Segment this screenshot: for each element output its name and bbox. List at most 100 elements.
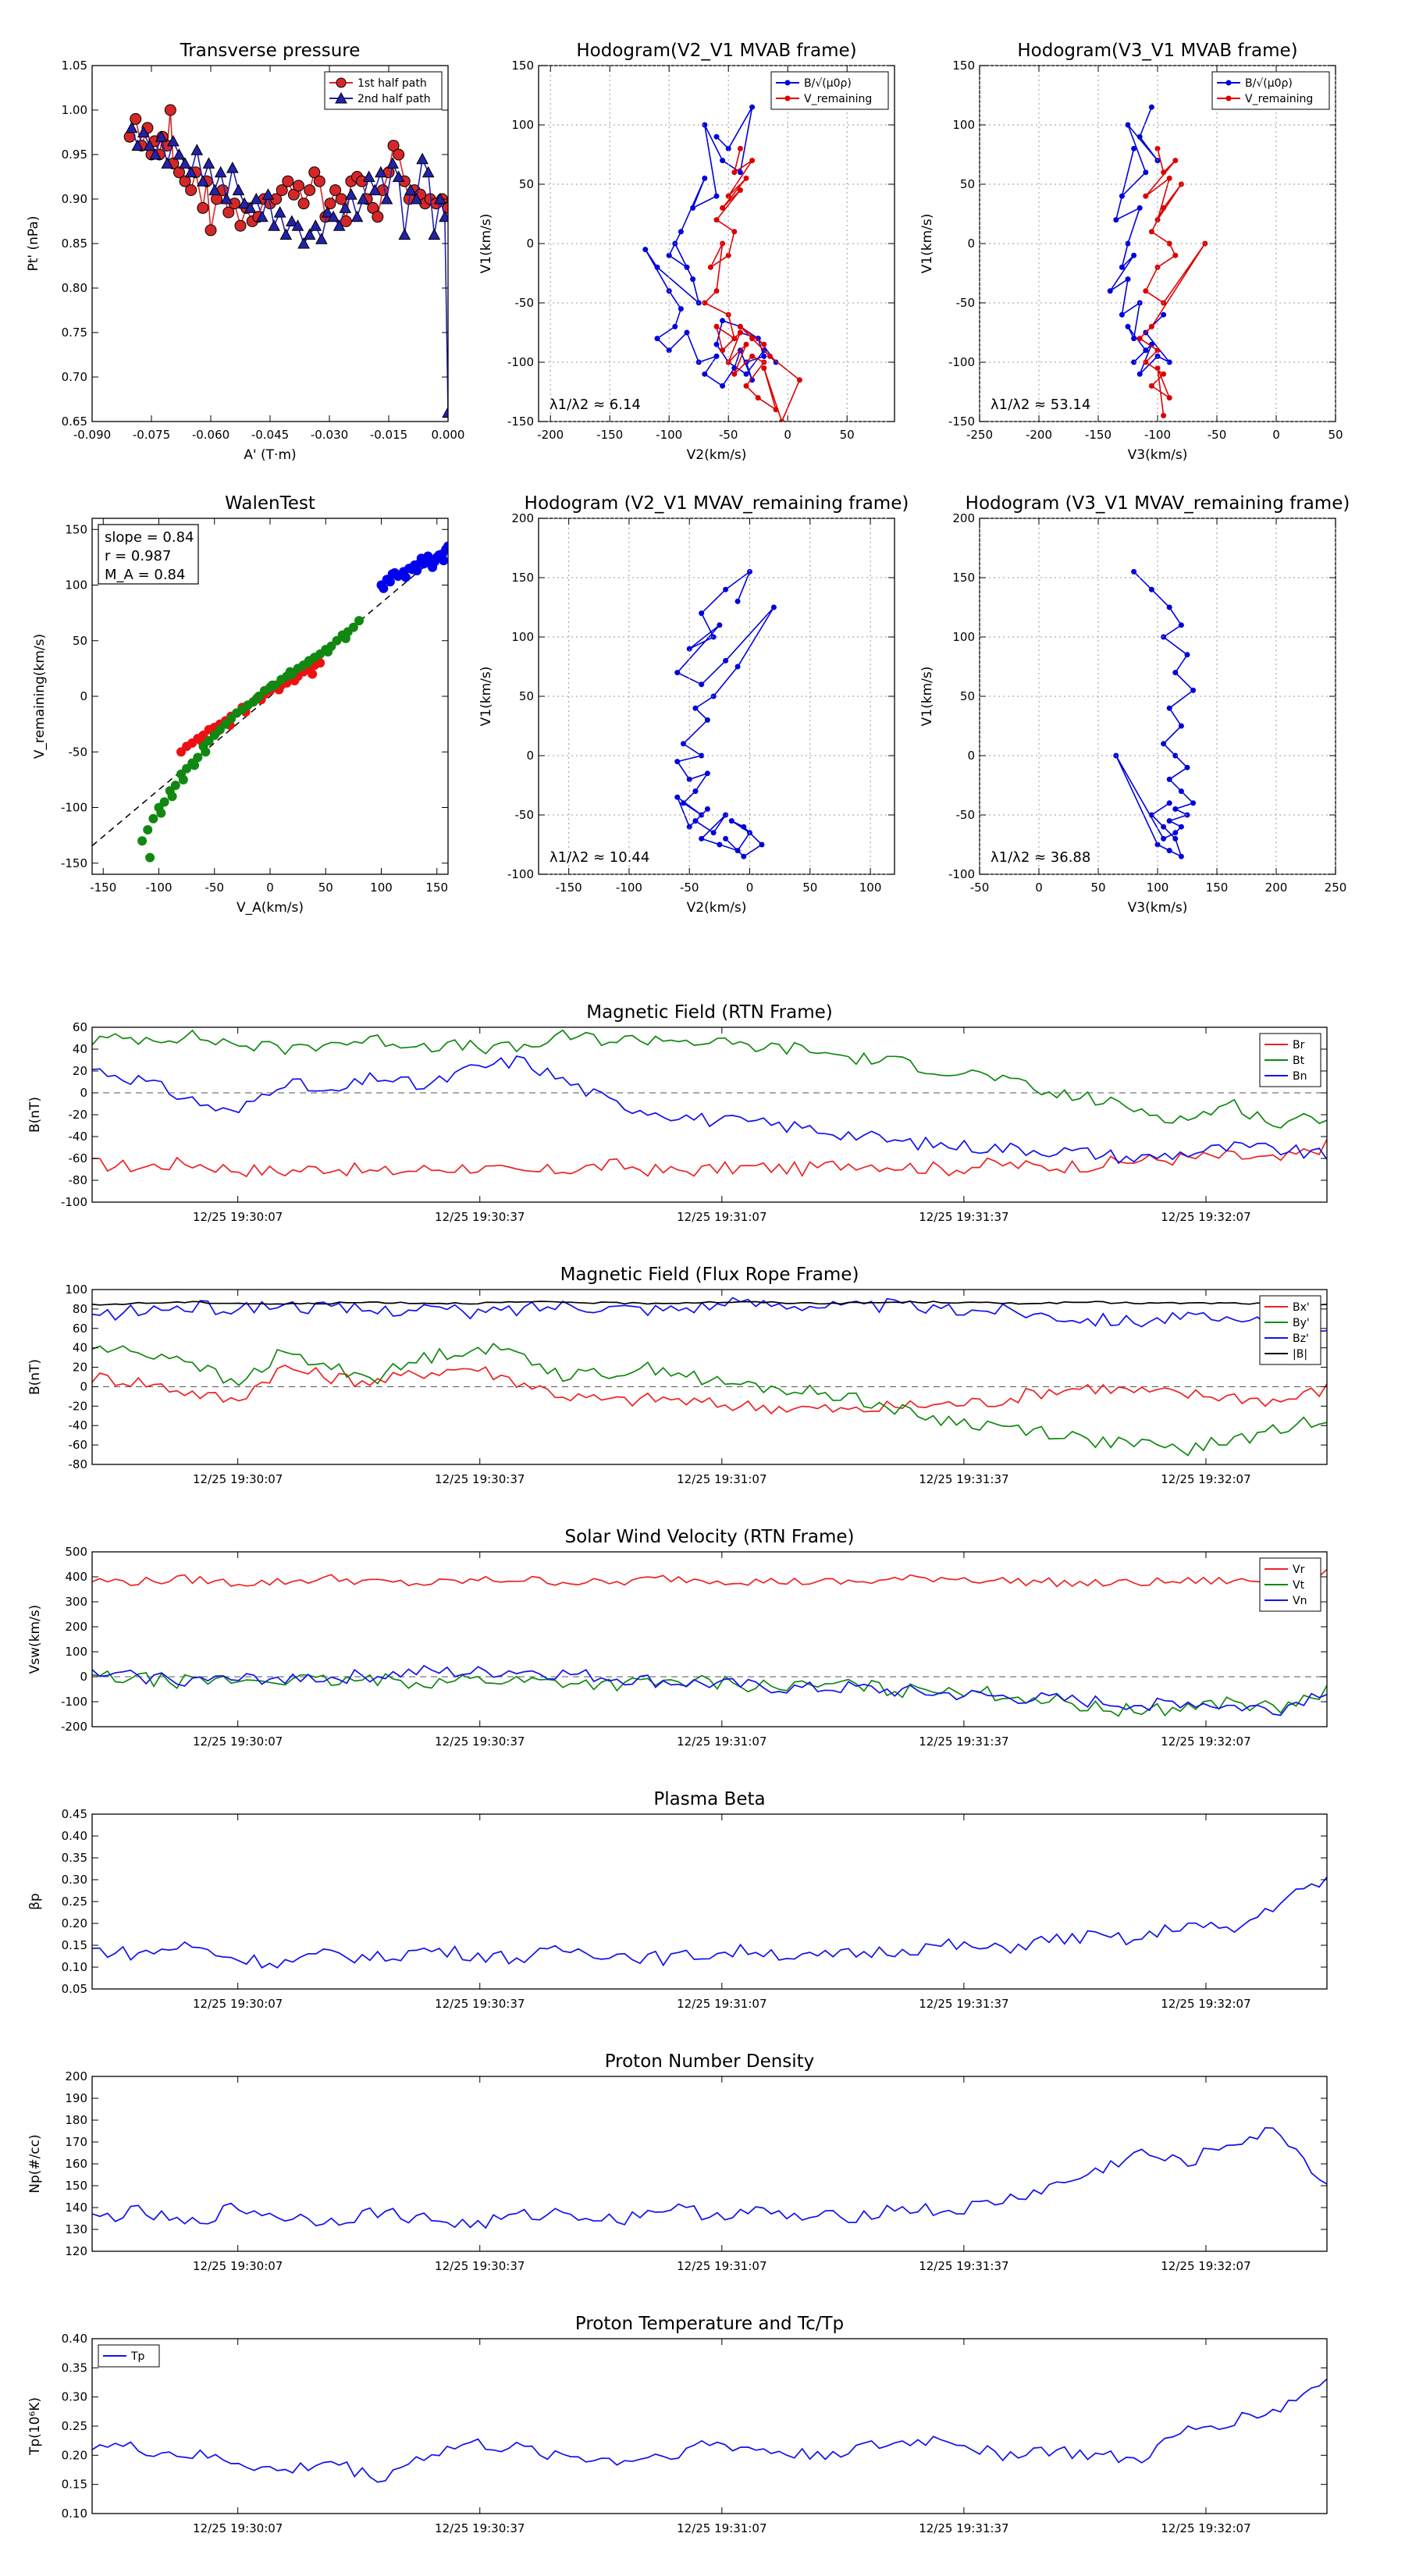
x-tick-label: -250 — [966, 428, 993, 442]
data-point — [723, 586, 729, 592]
plot-area — [642, 104, 802, 422]
y-tick-label: -80 — [69, 1457, 88, 1471]
y-tick-label: 0.85 — [62, 237, 87, 251]
y-tick-label: -80 — [69, 1173, 88, 1187]
data-point — [357, 192, 369, 205]
data-point — [743, 371, 749, 377]
x-tick-label: -100 — [656, 428, 682, 442]
data-point — [1161, 169, 1167, 176]
data-point — [125, 121, 138, 133]
x-tick-label: 12/25 19:31:37 — [919, 2521, 1008, 2535]
y-tick-label: 160 — [65, 2157, 87, 2171]
y-tick-label: 50 — [519, 689, 534, 703]
y-tick-label: 0 — [526, 237, 534, 251]
y-tick-label: 60 — [73, 1322, 87, 1336]
x-tick-label: 0.000 — [432, 428, 465, 442]
data-point — [723, 812, 729, 818]
y-tick-label: 80 — [73, 1302, 87, 1316]
eigenvalue-ratio: λ1/λ2 ≈ 36.88 — [991, 849, 1090, 866]
plot-area — [674, 568, 777, 859]
data-point — [1125, 323, 1131, 329]
y-tick-label: -150 — [948, 415, 975, 429]
plot-area — [92, 2126, 1327, 2229]
y-tick-label: 40 — [73, 1341, 87, 1355]
x-tick-label: 12/25 19:30:07 — [193, 1997, 283, 2011]
eigenvalue-ratio: λ1/λ2 ≈ 53.14 — [991, 397, 1090, 413]
x-tick-label: -50 — [970, 881, 990, 895]
stats-line: slope = 0.84 — [105, 529, 194, 546]
data-point — [148, 813, 158, 824]
y-tick-label: 170 — [65, 2135, 87, 2149]
data-point — [755, 395, 761, 401]
y-tick-label: 0.75 — [62, 326, 87, 340]
data-point — [1172, 252, 1179, 258]
data-point — [731, 169, 738, 176]
data-point — [321, 206, 334, 218]
data-point — [167, 792, 177, 802]
data-point — [1154, 365, 1161, 372]
plot-area — [92, 541, 448, 863]
x-axis-label: V2(km/s) — [687, 447, 747, 463]
data-point — [226, 162, 239, 173]
legend-marker — [784, 80, 791, 86]
data-point — [184, 165, 197, 178]
data-point — [713, 133, 720, 140]
x-tick-label: 150 — [425, 881, 448, 895]
data-point — [720, 382, 726, 389]
y-tick-label: 150 — [511, 571, 534, 585]
x-tick-label: 12/25 19:31:07 — [677, 2521, 767, 2535]
data-point — [308, 166, 321, 179]
x-tick-label: 100 — [1147, 881, 1169, 895]
y-axis-label: Np(#/cc) — [27, 2134, 43, 2193]
data-point — [1125, 240, 1131, 247]
data-point — [731, 336, 738, 342]
plot-frame — [91, 1813, 1328, 1990]
data-point — [250, 192, 263, 205]
y-axis-label: V1(km/s) — [478, 667, 494, 727]
data-point — [699, 610, 705, 617]
x-tick-label: 0 — [784, 428, 791, 442]
y-tick-label: 0.90 — [62, 192, 87, 206]
data-point — [167, 134, 180, 147]
plot-frame — [91, 1289, 1328, 1465]
x-tick-label: 50 — [1090, 881, 1105, 895]
y-tick-label: 0 — [80, 1086, 87, 1100]
x-tick-label: -0.030 — [311, 428, 348, 442]
x-tick-label: 12/25 19:31:07 — [677, 1735, 767, 1749]
y-tick-label: 0 — [526, 749, 534, 763]
data-point — [1190, 800, 1197, 806]
legend-label: Tp — [130, 2350, 145, 2363]
chart-ts_b_fr: -80 -60 -40 -20 0 20 40 60 80 100 12/25 19:30:07 12… — [27, 1265, 1328, 1486]
x-tick-label: -100 — [1144, 428, 1171, 442]
plot-area — [92, 1568, 1327, 1717]
data-point — [720, 205, 726, 211]
series-line — [645, 106, 777, 387]
data-point — [1136, 133, 1143, 140]
data-point — [208, 183, 221, 196]
data-point — [1148, 586, 1154, 592]
data-point — [375, 165, 387, 178]
data-point — [1125, 276, 1131, 283]
y-tick-label: 0.40 — [62, 1829, 87, 1843]
x-tick-label: -50 — [205, 881, 225, 895]
data-point — [1166, 175, 1172, 181]
data-point — [672, 323, 678, 329]
data-point — [654, 264, 660, 270]
plot-area — [1107, 104, 1208, 418]
data-point — [251, 693, 261, 703]
data-point — [713, 323, 720, 329]
data-point — [1136, 205, 1143, 211]
data-point — [1166, 705, 1172, 711]
legend-label: Bt — [1293, 1055, 1305, 1067]
y-tick-label: -50 — [69, 745, 88, 759]
chart-ts_b_rtn: -100 -80 -60 -40 -20 0 20 40 60 12/25 19:30:07 12/… — [27, 1002, 1328, 1224]
chart-title: Hodogram(V2_V1 MVAB frame) — [576, 41, 856, 61]
data-point — [654, 336, 660, 342]
x-tick-label: -50 — [680, 881, 699, 895]
series-line — [92, 1364, 1327, 1415]
data-point — [737, 187, 743, 194]
data-point — [770, 604, 777, 610]
data-point — [164, 104, 176, 116]
data-point — [741, 824, 747, 830]
y-tick-label: 100 — [952, 118, 975, 132]
